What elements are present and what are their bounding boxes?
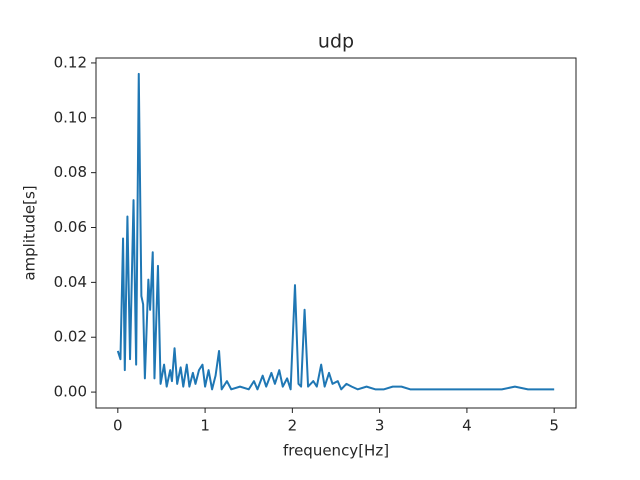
x-tick-label: 1 — [200, 417, 210, 435]
chart-title: udp — [318, 31, 354, 53]
x-tick-label: 2 — [288, 417, 298, 435]
y-axis-label: amplitude[s] — [21, 185, 39, 280]
y-tick-label: 0.02 — [54, 328, 87, 346]
y-tick-label: 0.10 — [54, 108, 87, 126]
x-tick-label: 4 — [462, 417, 472, 435]
y-tick-label: 0.08 — [54, 163, 87, 181]
y-tick-label: 0.12 — [54, 53, 87, 71]
x-tick-label: 0 — [113, 417, 123, 435]
y-tick-label: 0.04 — [54, 273, 87, 291]
y-tick-label: 0.06 — [54, 218, 87, 236]
x-axis-label: frequency[Hz] — [283, 442, 389, 460]
plot-frame — [95, 57, 577, 409]
data-line — [116, 72, 555, 391]
x-tick-label: 5 — [549, 417, 559, 435]
x-tick-label: 3 — [375, 417, 385, 435]
y-tick-label: 0.00 — [54, 383, 87, 401]
